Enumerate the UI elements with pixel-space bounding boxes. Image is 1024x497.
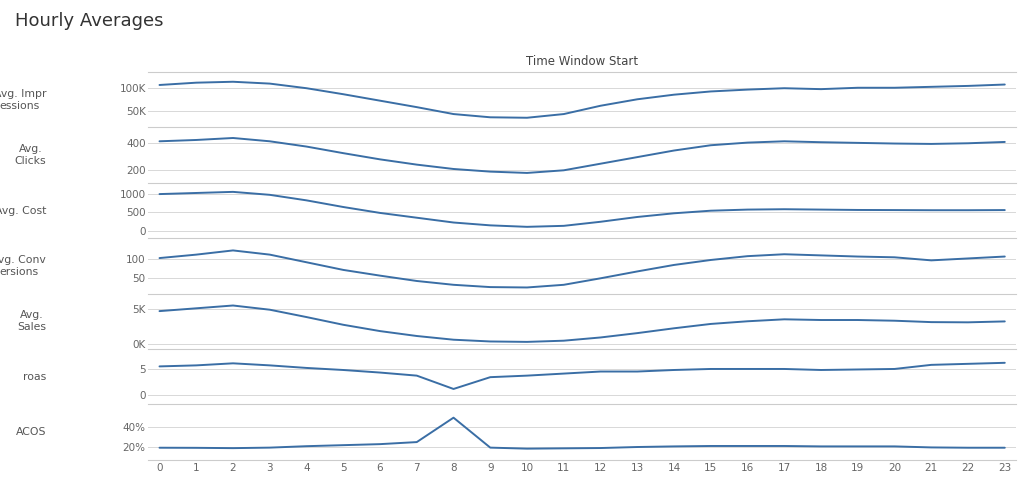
Text: Avg.
Clicks: Avg. Clicks — [14, 144, 46, 166]
Text: Avg. Conv
ersions: Avg. Conv ersions — [0, 254, 46, 277]
Text: Hourly Averages: Hourly Averages — [15, 12, 164, 30]
Title: Time Window Start: Time Window Start — [526, 55, 638, 68]
Text: Avg. Cost: Avg. Cost — [0, 206, 46, 216]
Text: Avg. Impr
essions: Avg. Impr essions — [0, 88, 46, 111]
Text: ACOS: ACOS — [15, 427, 46, 437]
Text: Avg.
Sales: Avg. Sales — [17, 310, 46, 332]
Text: roas: roas — [23, 372, 46, 382]
